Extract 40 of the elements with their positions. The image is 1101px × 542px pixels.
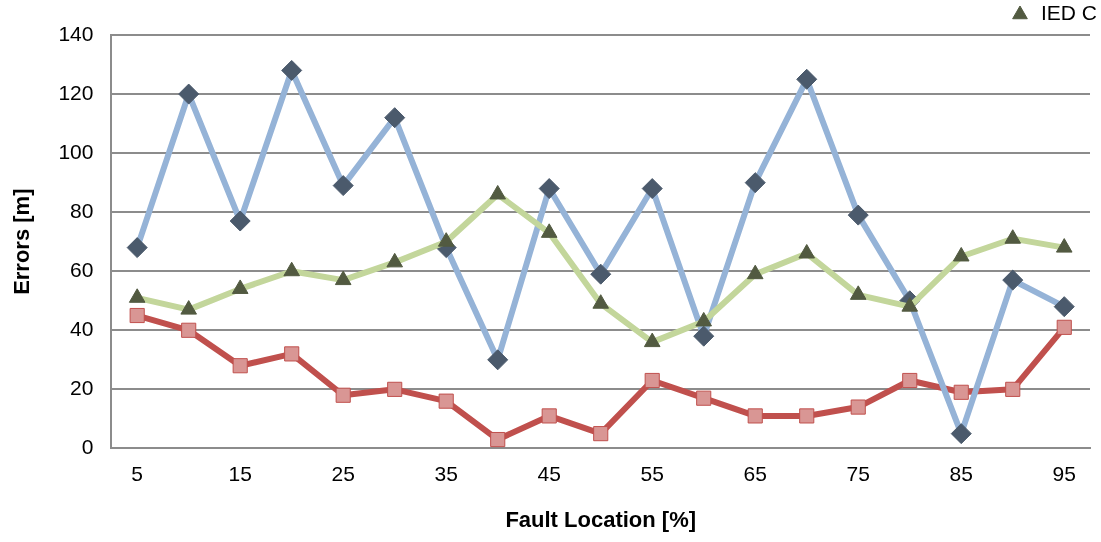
point	[129, 307, 145, 324]
point	[644, 372, 660, 389]
x-tick-label: 45	[537, 461, 561, 485]
y-tick-label: 40	[70, 317, 94, 341]
x-axis-title: Fault Location [%]	[505, 506, 697, 532]
point	[335, 387, 351, 403]
point	[799, 408, 815, 424]
y-tick-label: 100	[58, 139, 94, 163]
point	[232, 358, 248, 374]
x-tick-label: 65	[743, 461, 767, 485]
point	[284, 346, 300, 362]
y-tick-label: 60	[70, 258, 94, 282]
point	[593, 426, 609, 442]
point	[902, 372, 918, 389]
point	[181, 322, 197, 338]
point	[438, 393, 454, 409]
x-tick-label: 25	[331, 461, 355, 485]
point	[1005, 381, 1021, 397]
point	[747, 408, 763, 424]
point	[850, 399, 866, 415]
legend-label: IED C	[1040, 1, 1098, 25]
x-tick-label: 35	[434, 461, 458, 485]
y-axis-title: Errors [m]	[9, 188, 35, 295]
y-tick-label: 140	[58, 21, 94, 45]
x-tick-label: 75	[846, 461, 870, 485]
x-tick-label: 95	[1052, 461, 1076, 485]
x-tick-label: 85	[949, 461, 973, 485]
point	[541, 408, 557, 424]
y-tick-label: 80	[70, 198, 94, 222]
point	[953, 384, 969, 400]
y-tick-label: 0	[81, 435, 94, 459]
x-tick-label: 5	[131, 461, 144, 485]
x-tick-label: 15	[228, 461, 252, 485]
point	[696, 390, 712, 406]
x-tick-label: 55	[640, 461, 664, 485]
point	[387, 381, 403, 397]
y-tick-label: 20	[70, 376, 94, 400]
point	[1056, 319, 1072, 335]
point	[490, 431, 506, 448]
y-tick-label: 120	[58, 80, 94, 104]
